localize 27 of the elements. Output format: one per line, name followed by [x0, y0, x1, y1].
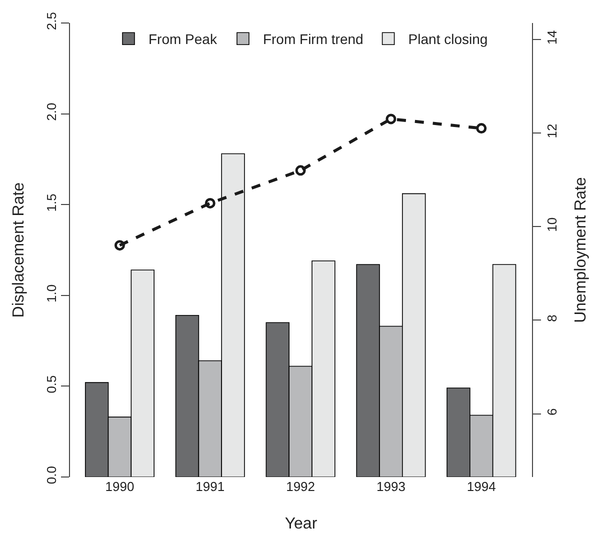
- point: [295, 165, 306, 176]
- y2-tick-label: 6: [544, 408, 560, 416]
- point: [386, 114, 396, 124]
- y-tick-label: 2.0: [44, 102, 59, 121]
- x-axis-title: Year: [284, 516, 318, 533]
- x-tick-label: 1994: [466, 479, 496, 494]
- y2-tick-label: 8: [544, 314, 560, 322]
- point: [476, 123, 487, 134]
- y-axis-title: Displacement Rate: [10, 182, 28, 318]
- y-tick-label: 0.5: [44, 375, 59, 394]
- y-tick-label: 1.0: [44, 284, 59, 302]
- x-tick-label: 1993: [376, 479, 406, 494]
- y2-axis-title: Unemployment Rate: [572, 176, 590, 323]
- point: [204, 198, 216, 208]
- x-tick-label: 1990: [105, 479, 134, 494]
- x-tick-label: 1992: [286, 479, 316, 494]
- y-tick-label: 1.5: [44, 194, 59, 212]
- x-tick-label: 1991: [196, 479, 225, 494]
- legend-label: From Peak: [148, 31, 218, 48]
- y-tick-label: 2.5: [44, 12, 59, 30]
- y2-tick-label: 14: [544, 30, 560, 45]
- y2-tick-label: 12: [544, 124, 560, 138]
- legend-label: From Firm trend: [262, 31, 364, 48]
- point: [114, 240, 125, 251]
- y2-tick-label: 10: [544, 217, 560, 232]
- y-tick-label: 0.0: [44, 466, 59, 484]
- legend-label: Plant closing: [408, 31, 488, 48]
